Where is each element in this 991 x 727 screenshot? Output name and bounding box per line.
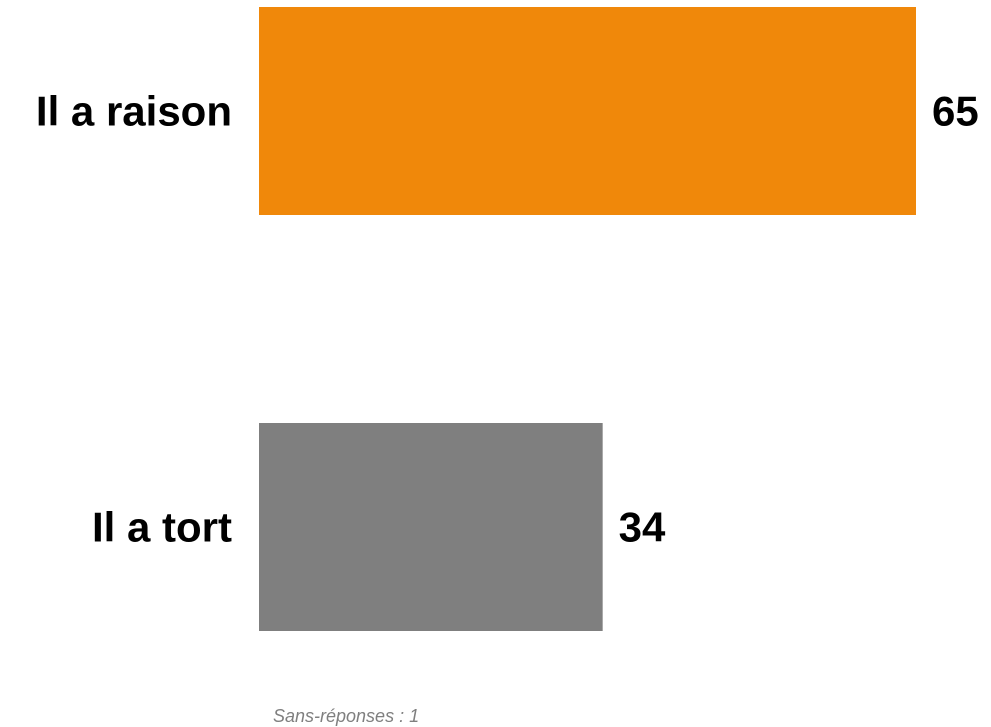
- value-label-il-a-tort: 34: [619, 504, 666, 551]
- value-label-il-a-raison: 65: [932, 88, 979, 135]
- category-label-il-a-tort: Il a tort: [92, 504, 232, 551]
- footnote-no-answer: Sans-réponses : 1: [273, 706, 420, 726]
- bar-il-a-raison: [259, 7, 916, 215]
- bar-il-a-tort: [259, 423, 603, 631]
- category-label-il-a-raison: Il a raison: [36, 88, 232, 135]
